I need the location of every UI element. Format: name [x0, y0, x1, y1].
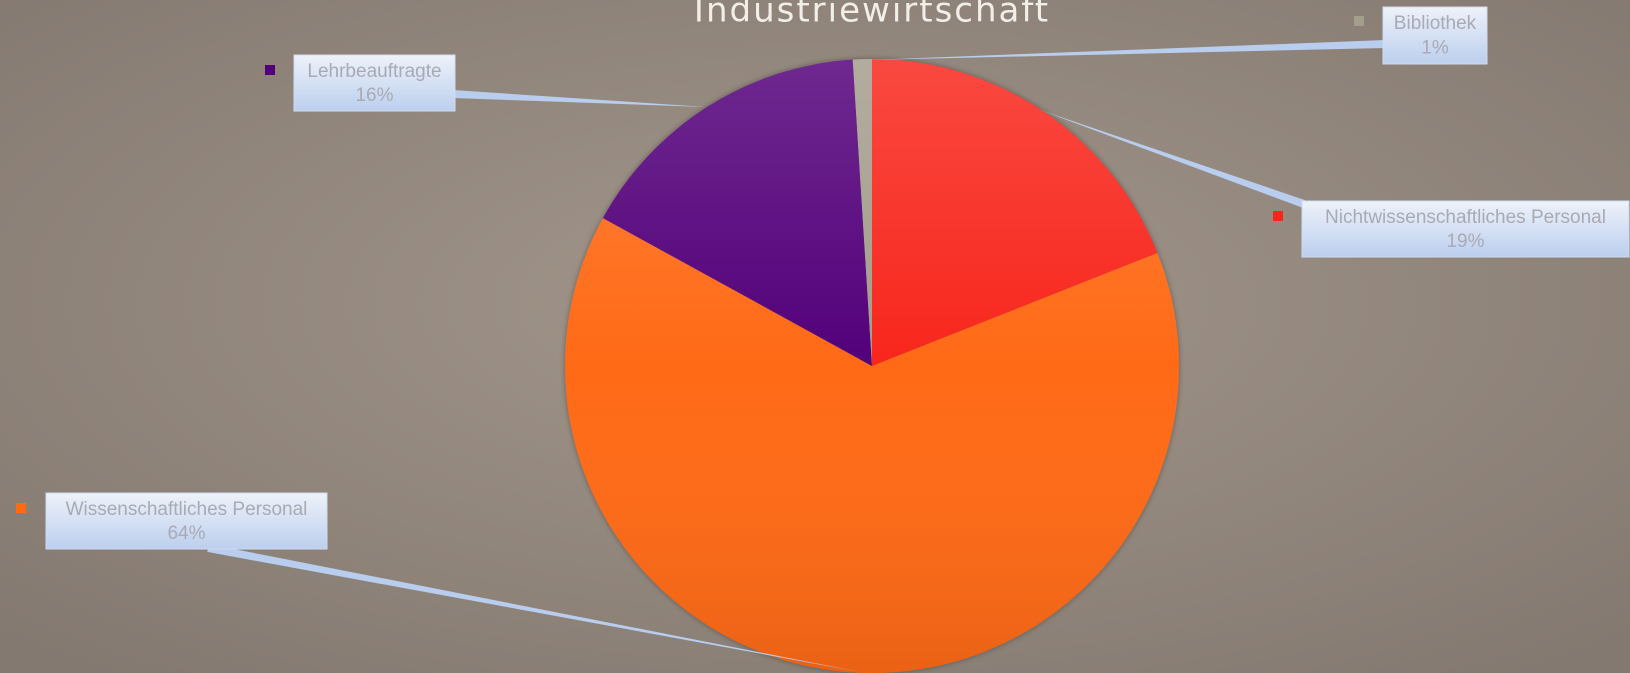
label-box [45, 492, 328, 550]
leader-line [452, 90, 706, 107]
label-marker [1354, 16, 1364, 26]
label-box [293, 54, 456, 112]
value-label: 16% [355, 85, 393, 106]
label-marker [265, 65, 275, 75]
label-marker [16, 503, 26, 513]
leader-line [207, 544, 860, 672]
category-label: Wissenschaftliches Personal [66, 499, 308, 520]
leader-line [868, 40, 1386, 60]
value-label: 19% [1446, 231, 1484, 252]
pie [565, 59, 1179, 673]
category-label: Lehrbeauftragte [307, 61, 441, 82]
label-marker [1273, 211, 1283, 221]
value-label: 64% [167, 523, 205, 544]
chart-title: Industriewirtschaft [694, 0, 1050, 31]
value-label: 1% [1421, 38, 1449, 59]
leader-line [1040, 110, 1306, 208]
label-box [1382, 6, 1488, 65]
category-label: Nichtwissenschaftliches Personal [1325, 207, 1606, 228]
category-label: Bibliothek [1394, 13, 1477, 34]
label-box [1301, 200, 1630, 258]
